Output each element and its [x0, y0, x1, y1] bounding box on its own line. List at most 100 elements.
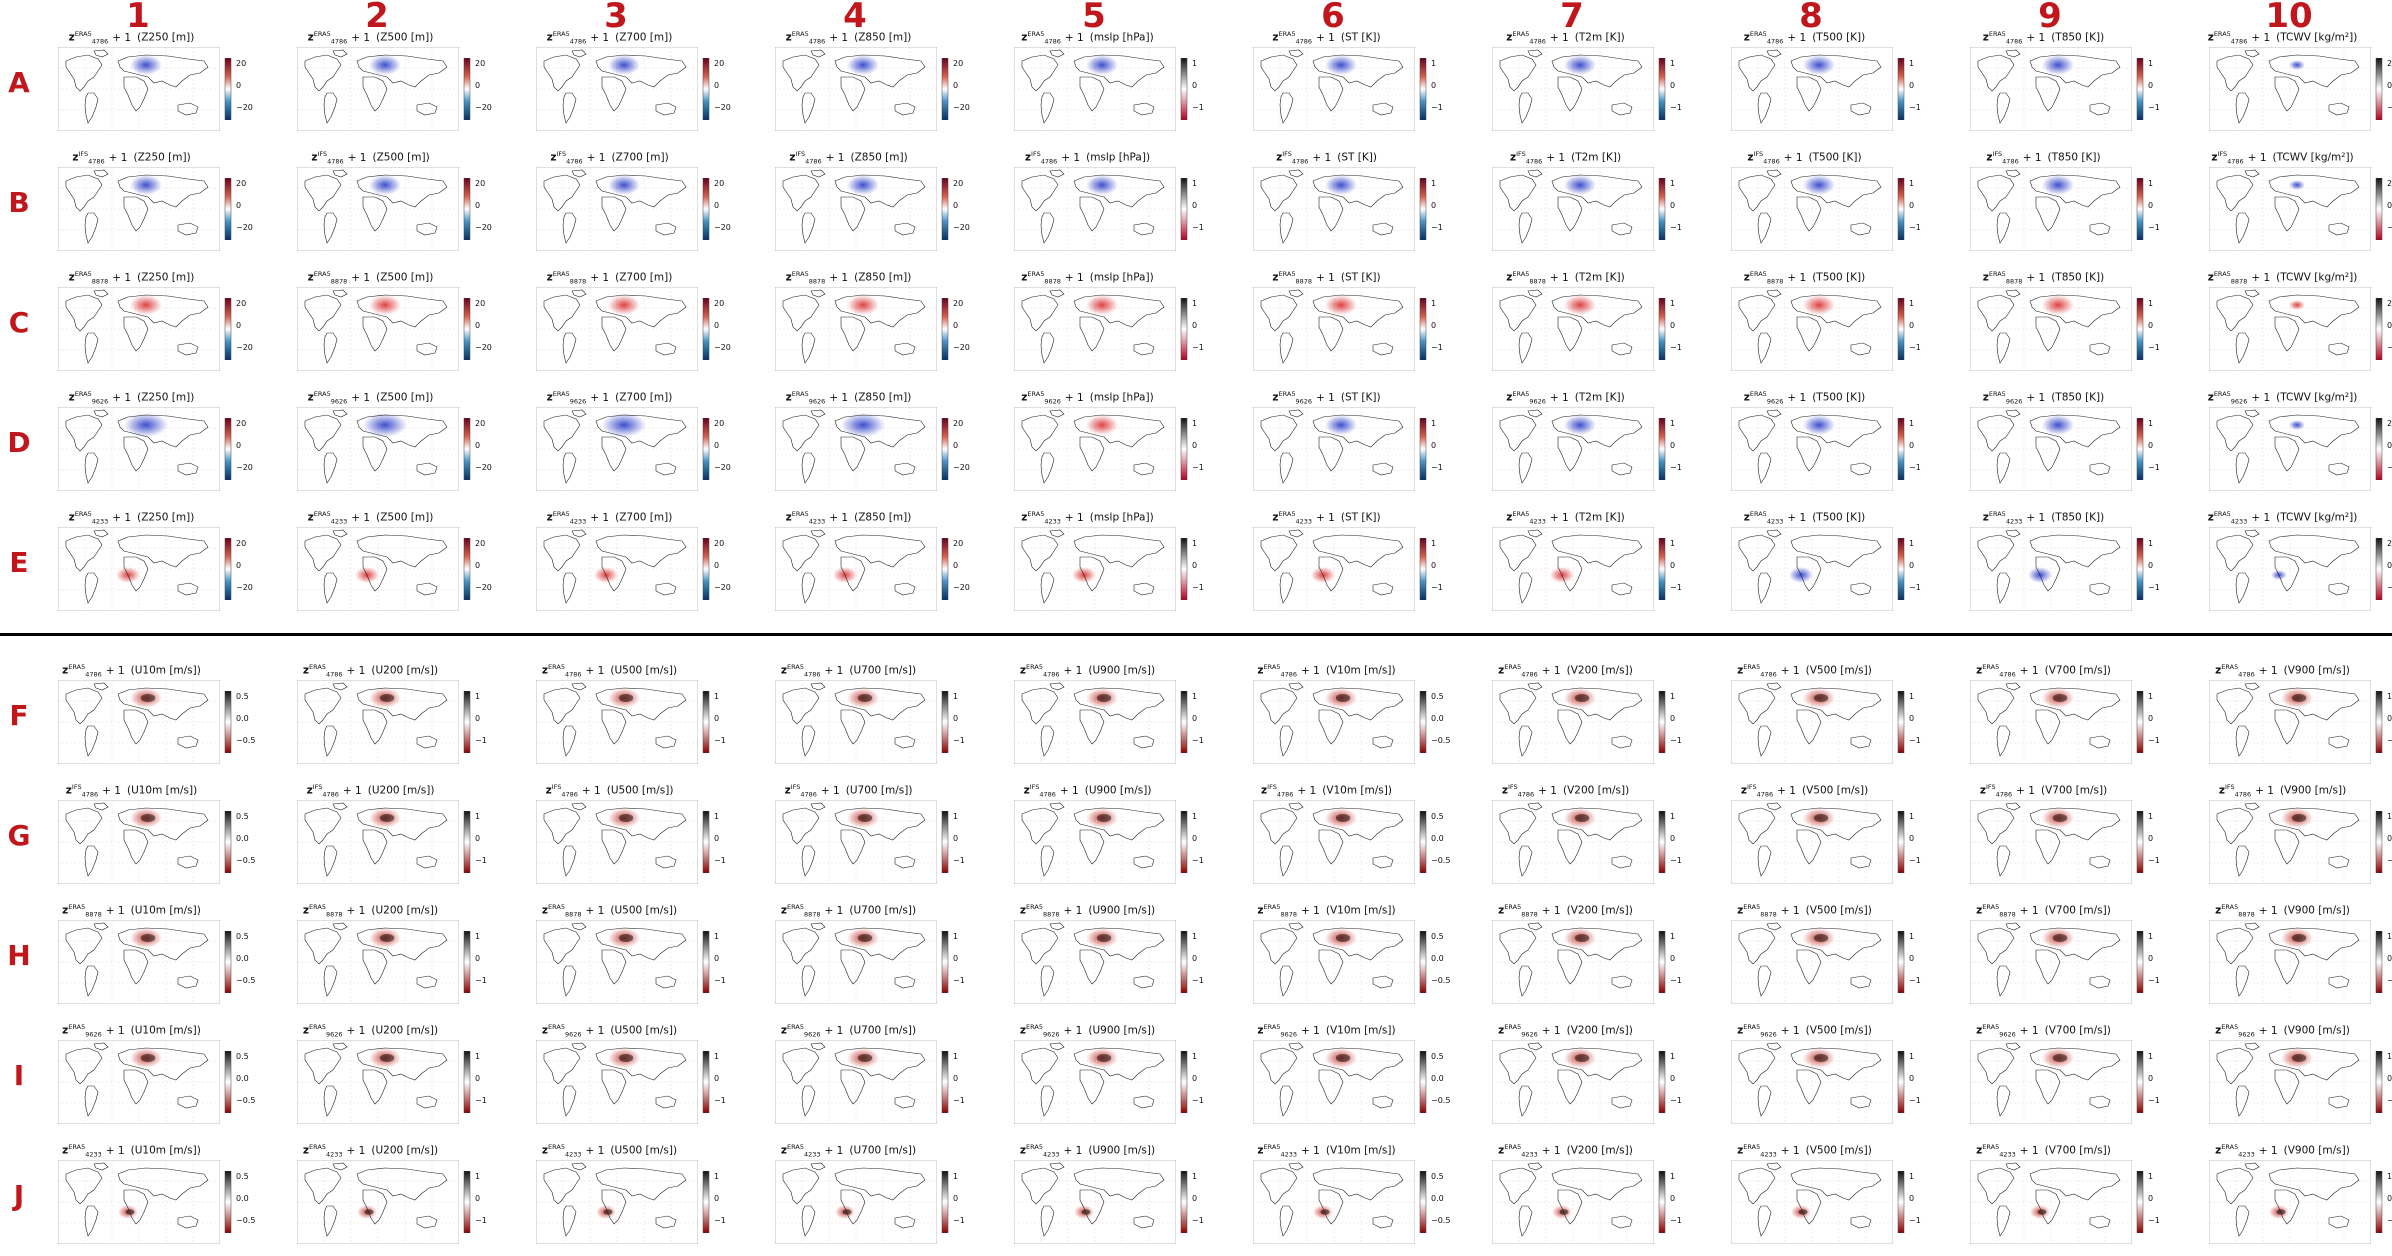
perturbation-core	[1081, 1209, 1091, 1215]
colorbar-tick-label: −1	[1670, 856, 1682, 865]
title-subscript: 4786	[566, 157, 583, 166]
colorbar-gradient	[1419, 178, 1427, 240]
variable-label: (V500 [m/s])	[1805, 1024, 1872, 1037]
coastline	[1738, 294, 1776, 332]
coastline	[571, 1162, 587, 1171]
coastline	[65, 927, 103, 965]
coastline	[1079, 709, 1105, 745]
coastline	[1079, 949, 1105, 985]
title-subscript: 8878	[91, 277, 109, 286]
title-subscript: 4786	[2002, 157, 2019, 166]
coastline	[1040, 332, 1055, 364]
colorbar	[2136, 811, 2144, 873]
title-plus: + 1	[1059, 784, 1079, 797]
z-symbol: z	[72, 151, 79, 164]
coastline	[416, 735, 438, 749]
variable-label: (T500 [K])	[1812, 511, 1866, 524]
colorbar-tick-label: 0.5	[236, 812, 249, 821]
coastline	[117, 294, 209, 328]
coastline	[117, 54, 209, 88]
title-superscript: ERA5	[1263, 663, 1281, 671]
colorbar-gradient	[941, 418, 949, 480]
coastline	[782, 1047, 820, 1085]
panel-F3: zERA54786 + 1 (U500 [m/s]) 1 0 −1	[522, 663, 752, 773]
variable-label: (T500 [K])	[1812, 31, 1866, 44]
z-symbol: z	[68, 391, 75, 404]
colorbar-tick-label: 1	[1909, 812, 1915, 821]
colorbar-tick-label: 0.5	[236, 1052, 249, 1061]
coastline	[1611, 1215, 1633, 1229]
coastline	[1518, 965, 1533, 997]
panel-I3: zERA59626 + 1 (U500 [m/s]) 1 0 −1	[522, 1023, 752, 1133]
colorbar-tick-label: 1	[1192, 692, 1198, 701]
colorbar-tick-label: 0	[1192, 441, 1198, 450]
colorbar-tick-label: 0	[1909, 834, 1915, 843]
world-map	[297, 1040, 459, 1124]
colorbar-tick-label: −20	[953, 583, 970, 592]
coastline	[1850, 1215, 1872, 1229]
colorbar	[463, 811, 471, 873]
coastline	[1040, 212, 1055, 244]
title-plus: + 1	[1549, 511, 1569, 524]
world-map	[775, 47, 937, 131]
colorbar-tick-label: −20	[714, 343, 731, 352]
world-map	[297, 167, 459, 251]
coastline	[1079, 556, 1105, 592]
coastline	[810, 409, 826, 418]
panel-title: zERA58878 + 1 (U10m [m/s])	[44, 903, 219, 919]
title-superscript: ERA5	[1504, 663, 1522, 671]
perturbation-field	[1325, 415, 1357, 435]
panel-title: zERA58878 + 1 (V700 [m/s])	[1956, 903, 2131, 919]
title-plus: + 1	[1064, 271, 1084, 284]
variable-label: (V700 [m/s])	[2040, 784, 2108, 797]
title-subscript: 4786	[88, 157, 105, 166]
colorbar-gradient	[2136, 1171, 2144, 1233]
title-plus: + 1	[2026, 31, 2046, 44]
coastline	[1499, 54, 1537, 92]
variable-label: (U200 [m/s])	[371, 904, 439, 917]
coastline	[810, 922, 826, 931]
perturbation-core	[125, 1209, 135, 1215]
colorbar-tick-label: −1	[714, 1216, 726, 1225]
world-map	[775, 407, 937, 491]
colorbar-gradient	[224, 1171, 232, 1233]
variable-label: (T2m [K])	[1574, 31, 1625, 44]
panel-title: zERA59626 + 1 (V200 [m/s])	[1478, 1023, 1653, 1039]
title-plus: + 1	[585, 1024, 605, 1037]
coastline	[1073, 54, 1165, 88]
coastline	[93, 682, 109, 691]
colorbar-tick-label: −20	[236, 463, 253, 472]
z-symbol: z	[541, 664, 549, 677]
z-symbol: z	[2207, 31, 2214, 44]
perturbation-field	[363, 413, 407, 437]
coastline	[2235, 1085, 2250, 1117]
coastline	[1260, 1047, 1298, 1085]
colorbar-tick-label: 20	[953, 539, 964, 548]
title-superscript: ERA5	[1988, 390, 2006, 398]
perturbation-core	[1096, 814, 1112, 822]
title-superscript: ERA5	[1263, 1143, 1281, 1151]
colorbar	[2136, 1171, 2144, 1233]
colorbar-gradient	[1658, 178, 1666, 240]
variable-label: (ST [K])	[1340, 271, 1381, 284]
title-superscript: ERA5	[1027, 510, 1045, 518]
panel-J8: zERA54233 + 1 (V500 [m/s]) 1 0 −1	[1717, 1143, 1947, 1253]
z-symbol: z	[306, 784, 313, 797]
world-map	[297, 1160, 459, 1244]
colorbar	[1897, 691, 1905, 753]
coastline	[1557, 829, 1583, 865]
coastline	[2244, 49, 2260, 58]
colorbar-tick-label: 20	[953, 299, 964, 308]
coastline	[1040, 92, 1055, 124]
coastline	[1796, 556, 1822, 592]
coastline	[2005, 289, 2021, 298]
colorbar	[1419, 691, 1427, 753]
panel-title: zERA54786 + 1 (TCWV [kg/m²])	[2195, 30, 2370, 46]
title-plus: + 1	[346, 904, 366, 917]
title-superscript: ERA5	[787, 903, 804, 911]
title-superscript: ERA5	[2221, 663, 2239, 671]
world-map	[297, 800, 459, 884]
variable-label: (T850 [K])	[2051, 31, 2105, 44]
variable-label: (ST [K])	[1340, 391, 1381, 404]
colorbar-tick-label: 1	[1192, 419, 1198, 428]
